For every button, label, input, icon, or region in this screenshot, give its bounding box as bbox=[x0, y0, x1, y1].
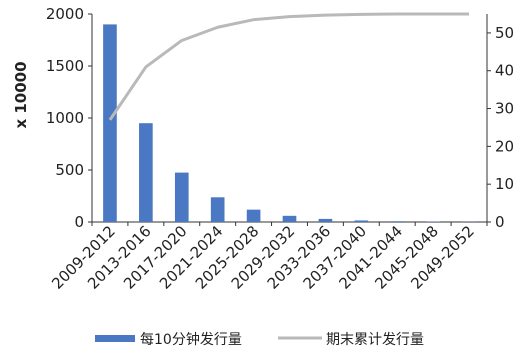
bar bbox=[174, 172, 189, 222]
bar bbox=[139, 123, 153, 222]
bar bbox=[210, 197, 225, 222]
bar-series bbox=[103, 24, 476, 223]
bar bbox=[246, 209, 261, 222]
y-axis-label: x 10000 bbox=[12, 61, 30, 128]
y-tick-label: 0 bbox=[74, 213, 84, 231]
bar bbox=[103, 24, 117, 223]
bar bbox=[354, 220, 369, 222]
y2-tick-label: 10 bbox=[495, 175, 514, 193]
y-tick-label: 1000 bbox=[46, 109, 84, 127]
legend-label-bar: 每10分钟发行量 bbox=[140, 331, 242, 348]
y-tick-label: 500 bbox=[55, 161, 84, 179]
legend: 每10分钟发行量 期末累计发行量 bbox=[95, 331, 424, 348]
cumulative-line bbox=[108, 12, 470, 121]
y2-tick-label: 20 bbox=[495, 137, 514, 155]
bar bbox=[282, 215, 297, 222]
legend-label-line: 期末累计发行量 bbox=[326, 332, 424, 348]
bar bbox=[390, 221, 405, 222]
y2-tick-label: 30 bbox=[495, 100, 514, 118]
y-tick-label: 2000 bbox=[46, 5, 84, 23]
line-series bbox=[108, 12, 470, 121]
bar bbox=[318, 218, 333, 222]
legend-swatch-bar bbox=[95, 335, 135, 342]
y2-tick-label: 0 bbox=[495, 213, 505, 231]
y2-tick-label: 50 bbox=[495, 24, 514, 42]
y-tick-label: 1500 bbox=[46, 57, 84, 75]
y2-tick-label: 40 bbox=[495, 62, 514, 80]
